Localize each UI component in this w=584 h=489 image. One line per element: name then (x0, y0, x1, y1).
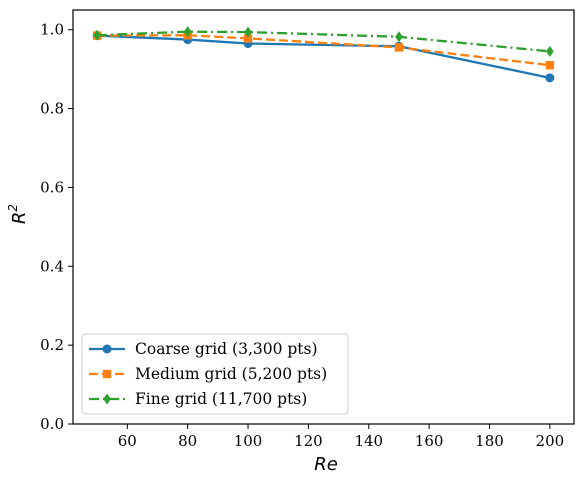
x-tick-label: 180 (475, 432, 504, 450)
y-tick-label: 0.8 (40, 100, 64, 118)
data-point (545, 73, 555, 83)
legend-label: Medium grid (5,200 pts) (135, 365, 327, 383)
x-tick-label: 100 (234, 432, 263, 450)
plot-area (92, 26, 555, 83)
y-axis-label-superscript: 2 (6, 204, 20, 212)
x-tick-label: 60 (118, 432, 137, 450)
legend-marker (102, 344, 112, 354)
y-tick-label: 0.6 (40, 178, 64, 196)
data-point (546, 45, 554, 57)
data-point (93, 29, 101, 41)
x-axis-label: Re (314, 454, 338, 475)
legend-marker (102, 369, 112, 379)
x-tick-label: 80 (178, 432, 197, 450)
y-axis-label: R2 (6, 204, 30, 224)
y-tick-label: 0.2 (40, 336, 64, 354)
legend: Coarse grid (3,300 pts) Medium grid (5,20… (81, 333, 349, 415)
data-point (394, 43, 404, 52)
y-tick-label: 0.0 (40, 415, 64, 433)
legend-marker (103, 393, 111, 405)
y-axis-label-base: R (9, 212, 30, 225)
legend-box (81, 333, 349, 415)
data-point (545, 61, 555, 70)
y-tick-label: 1.0 (40, 21, 64, 39)
plot-frame (72, 9, 575, 425)
x-tick-label: 140 (354, 432, 383, 450)
data-point (395, 31, 403, 43)
data-point (183, 26, 192, 38)
x-tick-label: 160 (415, 432, 444, 450)
y-tick-label: 0.4 (40, 257, 64, 275)
series-circle (92, 31, 555, 83)
data-point (243, 34, 253, 43)
legend-entry: Coarse grid (3,300 pts) (89, 340, 318, 358)
data-point (244, 26, 252, 38)
legend-entry: Fine grid (11,700 pts) (89, 390, 307, 408)
series-diamond (93, 26, 554, 57)
legend-label: Fine grid (11,700 pts) (135, 390, 307, 408)
x-tick-label: 200 (536, 432, 565, 450)
x-tick-label: 120 (294, 432, 323, 450)
legend-entry: Medium grid (5,200 pts) (89, 365, 327, 383)
series-line (97, 30, 550, 53)
legend-label: Coarse grid (3,300 pts) (135, 340, 318, 358)
axes: 60 80 100 120 140 160 180 200 0.0 0.2 0.4 0.6 0.8 1.0 (40, 9, 575, 450)
